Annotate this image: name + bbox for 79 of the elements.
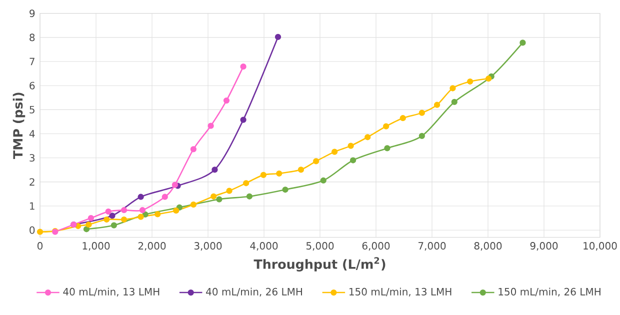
y-tick-label: 7	[30, 58, 34, 66]
x-tick-label: 1,000	[82, 242, 110, 251]
x-tick-label: 2,000	[138, 242, 166, 251]
point	[138, 214, 144, 220]
point	[83, 226, 90, 232]
point	[434, 102, 440, 108]
point	[450, 85, 456, 92]
legend-label: 40 mL/min, 26 LMH	[206, 288, 302, 297]
point	[240, 64, 246, 70]
point	[223, 98, 230, 104]
point	[120, 207, 128, 214]
point	[36, 228, 44, 236]
point	[212, 166, 218, 173]
point	[384, 145, 390, 152]
point	[364, 134, 371, 140]
point	[105, 208, 112, 215]
point	[216, 196, 222, 203]
point	[282, 186, 288, 193]
point	[110, 222, 117, 229]
point	[520, 40, 526, 46]
y-tick-label: 1	[30, 202, 34, 210]
legend-label: 150 mL/min, 26 LMH	[498, 288, 600, 297]
point	[383, 123, 390, 130]
x-tick-label: 3,000	[194, 242, 222, 251]
x-tick-label: 10,000	[584, 242, 617, 251]
point	[276, 170, 282, 177]
point	[400, 115, 406, 122]
point	[75, 223, 82, 230]
point	[298, 166, 304, 173]
point	[86, 222, 92, 228]
y-tick-label: 2	[30, 178, 34, 186]
point	[320, 178, 326, 184]
point	[418, 133, 425, 140]
point	[104, 216, 110, 223]
point	[109, 212, 116, 219]
point	[138, 194, 144, 200]
point	[226, 188, 232, 194]
point	[348, 142, 354, 150]
point	[173, 208, 180, 214]
x-axis-title: Throughput (L/m$^{2}$)	[254, 257, 386, 272]
y-tick-label: 5	[30, 106, 34, 114]
point	[162, 194, 168, 200]
point	[313, 158, 320, 164]
y-tick-label: 8	[30, 34, 35, 42]
y-tick-label: 0	[30, 226, 35, 234]
point	[451, 99, 458, 106]
point	[172, 182, 178, 188]
x-tick-label: 8,000	[474, 242, 502, 251]
point	[120, 216, 128, 223]
point	[418, 110, 425, 116]
legend-label: 150 mL/min, 13 LMH	[350, 288, 452, 297]
point	[154, 211, 161, 218]
point	[190, 146, 197, 152]
point	[274, 34, 282, 40]
point	[467, 78, 474, 85]
point	[331, 148, 338, 156]
point	[260, 172, 267, 178]
point	[240, 116, 246, 124]
point	[485, 76, 492, 82]
legend-label: 40 mL/min, 13 LMH	[63, 288, 160, 297]
point	[243, 180, 250, 186]
point	[88, 215, 94, 222]
point	[190, 202, 197, 208]
point	[246, 193, 253, 200]
y-tick-label: 3	[30, 154, 34, 162]
x-tick-label: 7,000	[418, 242, 446, 251]
x-tick-label: 4,000	[250, 242, 278, 251]
x-tick-label: 0	[38, 242, 43, 250]
y-tick-label: 9	[30, 10, 35, 18]
y-axis-title: TMP (psi)	[12, 92, 26, 160]
y-tick-label: 4	[29, 130, 35, 138]
x-tick-label: 6,000	[362, 242, 390, 251]
x-tick-label: 5,000	[306, 242, 334, 251]
point	[210, 193, 217, 200]
x-tick-label: 9,000	[530, 242, 558, 251]
point	[350, 157, 356, 164]
point	[139, 207, 146, 214]
point	[208, 122, 214, 130]
y-tick-label: 6	[30, 82, 35, 90]
